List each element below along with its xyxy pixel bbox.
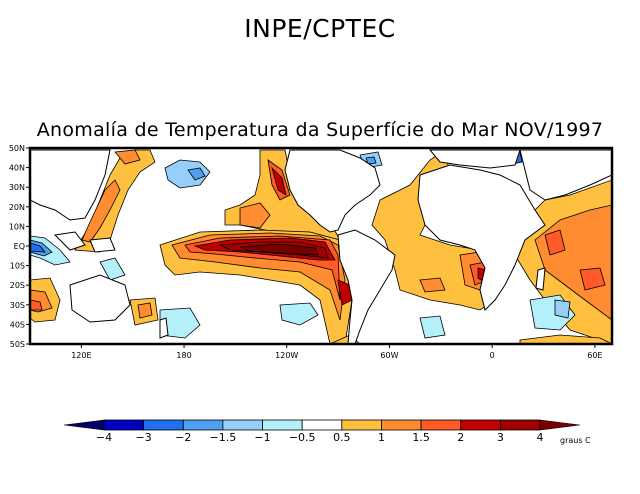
colorbar-level-label: 3 [497,431,504,444]
patch-cool [164,159,211,189]
y-tick-label: 40N [9,164,25,173]
x-tick-label: 0 [490,351,495,360]
colorbar-swatch [103,419,145,431]
continents [30,149,612,344]
colorbar-swatch [262,419,303,431]
patch-warm [239,243,319,256]
land-australia [69,274,131,323]
patch-cool [279,302,319,326]
land-maritime-continent [89,237,116,253]
land-east-asia [30,149,111,221]
patch-cool [419,315,446,339]
colorbar-swatch [499,419,541,431]
colorbar-high-arrow [539,419,581,431]
colorbar-level-label: 4 [537,431,544,444]
chart-subtitle: Anomalía de Temperatura da Superfície do… [36,119,604,141]
x-tick-label: 60W [380,351,398,360]
colorbar-swatch [143,419,184,431]
y-tick-label: 40S [10,320,25,329]
y-tick-label: 30N [9,183,25,192]
patch-cool [30,242,46,253]
patch-cool [99,257,126,281]
y-tick-label: 10S [10,262,25,271]
colorbar-level-label: −4 [96,431,112,444]
patch-warm [419,277,446,293]
land-south-america [337,229,396,344]
colorbar-swatch [341,419,382,431]
colorbar-units-label: graus C [560,436,591,445]
x-tick-label: 120W [275,351,298,360]
y-tick-label: 20S [10,281,25,290]
y-axis: 50N 40N 30N 20N 10N EQ 10S 20S 30S 40S 50S [9,144,30,349]
patch-cool [187,167,206,181]
y-tick-label: 30S [10,301,25,310]
y-tick-label: 50S [10,340,25,349]
x-tick-label: 120E [71,351,91,360]
colorbar-level-label: 2 [457,431,464,444]
patch-warm [114,149,141,165]
patch-warm [30,299,43,311]
colorbar-swatch [460,419,501,431]
land-asia [519,149,612,201]
land-madagascar [535,267,546,291]
colorbar-level-label: −1.5 [210,431,237,444]
patch-warm [271,166,287,196]
x-tick-label: 180 [176,351,191,360]
patch-warm [579,267,606,291]
land-maritime-continent [53,231,86,251]
patch-warm [137,302,153,319]
patch-warm [239,202,271,229]
land-africa [417,164,546,311]
colorbar-swatch [381,419,422,431]
colorbar-level-label: 0.5 [333,431,351,444]
y-tick-label: 50N [9,144,25,153]
colorbar-level-label: −3 [136,431,152,444]
x-tick-label: 60E [587,351,602,360]
anomaly-patches [30,149,612,344]
map-field [30,148,612,344]
colorbar-swatch [182,419,224,431]
colorbar-level-label: −2 [175,431,191,444]
patch-cool [365,156,377,165]
colorbar-level-label: 1.5 [412,431,430,444]
y-tick-label: 10N [9,222,25,231]
patch-warm [81,179,121,243]
colorbar: −4 −3 −2 −1.5 −1 −0.5 0.5 1 1.5 2 3 4 graus C [63,419,591,445]
y-tick-label: 20N [9,203,25,212]
patch-cool [554,299,571,319]
land-north-america [284,149,381,233]
colorbar-level-label: −1 [254,431,270,444]
colorbar-swatch [222,419,263,431]
colorbar-low-arrow [63,419,105,431]
colorbar-swatch [420,419,462,431]
colorbar-level-label: 1 [378,431,385,444]
x-axis: 120E 180 120W 60W 0 60E [71,344,602,360]
land-new-zealand [159,317,169,339]
colorbar-swatch [301,419,343,431]
patch-warm [544,229,566,256]
y-tick-label: EQ [14,242,25,251]
page-title: INPE/CPTEC [244,14,396,43]
colorbar-level-label: −0.5 [289,431,316,444]
